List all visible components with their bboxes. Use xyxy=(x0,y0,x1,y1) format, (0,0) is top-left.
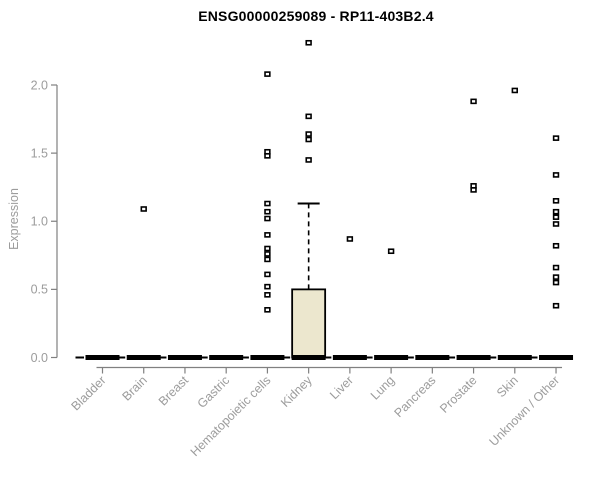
data-point xyxy=(264,271,271,278)
chart-title: ENSG00000259089 - RP11-403B2.4 xyxy=(198,8,434,24)
data-point xyxy=(264,215,271,222)
data-point xyxy=(264,251,271,257)
data-point xyxy=(264,153,271,159)
median-bar xyxy=(126,355,161,360)
data-point xyxy=(140,206,147,212)
data-point xyxy=(552,208,560,215)
zero-staple-segment xyxy=(364,356,373,359)
data-point xyxy=(552,279,560,286)
median-bar xyxy=(85,355,120,360)
data-point xyxy=(305,157,312,163)
x-category-label: Unknown / Other xyxy=(487,373,563,449)
data-point xyxy=(511,87,519,94)
median-bar xyxy=(539,355,574,360)
zero-staple-segment xyxy=(75,356,84,359)
data-point xyxy=(264,307,271,313)
data-point xyxy=(264,208,271,215)
x-category-label: Liver xyxy=(327,373,356,402)
x-category-label: Kidney xyxy=(278,373,315,410)
median-bar xyxy=(291,355,326,360)
data-point xyxy=(552,198,560,204)
data-point xyxy=(264,292,271,298)
data-point xyxy=(552,135,560,141)
median-bar xyxy=(332,355,367,360)
median-bar xyxy=(167,355,202,360)
x-category-label: Breast xyxy=(156,373,192,409)
median-bar xyxy=(456,355,491,360)
data-point xyxy=(552,274,560,280)
data-point xyxy=(264,256,271,263)
zero-staple-segment xyxy=(199,356,208,359)
median-bar xyxy=(415,355,450,360)
data-point xyxy=(470,187,477,193)
zero-staple-segment xyxy=(322,356,332,359)
data-point xyxy=(264,283,271,290)
data-point xyxy=(305,131,312,137)
y-tick-label: 1.0 xyxy=(31,215,48,229)
zero-staple-segment xyxy=(405,356,414,359)
data-point xyxy=(552,172,560,178)
x-category-label: Hematopoietic cells xyxy=(188,373,274,459)
zero-staple-segment xyxy=(116,356,126,359)
median-bar xyxy=(374,355,409,360)
zero-staple-segment xyxy=(529,356,538,359)
data-point xyxy=(346,236,354,242)
x-category-label: Prostate xyxy=(437,373,480,416)
data-point xyxy=(387,248,395,255)
data-point xyxy=(552,302,560,309)
zero-staple-segment xyxy=(157,356,167,359)
x-category-label: Gastric xyxy=(195,373,233,411)
y-tick-label: 2.0 xyxy=(31,78,48,92)
data-point xyxy=(264,232,271,238)
x-category-label: Brain xyxy=(119,373,149,403)
data-point xyxy=(552,242,560,249)
data-point xyxy=(264,245,271,252)
data-point xyxy=(305,113,312,120)
y-tick-label: 1.5 xyxy=(31,146,48,160)
x-category-label: Pancreas xyxy=(392,373,439,420)
y-tick-label: 0.5 xyxy=(31,283,48,297)
zero-staple-segment xyxy=(487,356,497,359)
zero-staple-segment xyxy=(281,356,291,359)
y-tick-label: 0.0 xyxy=(31,351,48,365)
box-iqr xyxy=(291,288,327,359)
zero-staple-segment xyxy=(446,356,456,359)
median-bar xyxy=(250,355,285,360)
data-point xyxy=(552,214,560,220)
data-point xyxy=(552,221,560,227)
data-point xyxy=(552,264,560,271)
x-category-label: Lung xyxy=(368,373,397,402)
data-point xyxy=(305,39,312,46)
x-category-label: Bladder xyxy=(69,373,109,413)
median-bar xyxy=(497,355,532,360)
zero-staple-segment xyxy=(240,356,249,359)
median-bar xyxy=(209,355,244,360)
data-point xyxy=(264,200,271,207)
x-category-label: Skin xyxy=(494,373,521,400)
data-point xyxy=(470,98,477,105)
data-point xyxy=(264,71,271,77)
data-point xyxy=(305,136,312,143)
